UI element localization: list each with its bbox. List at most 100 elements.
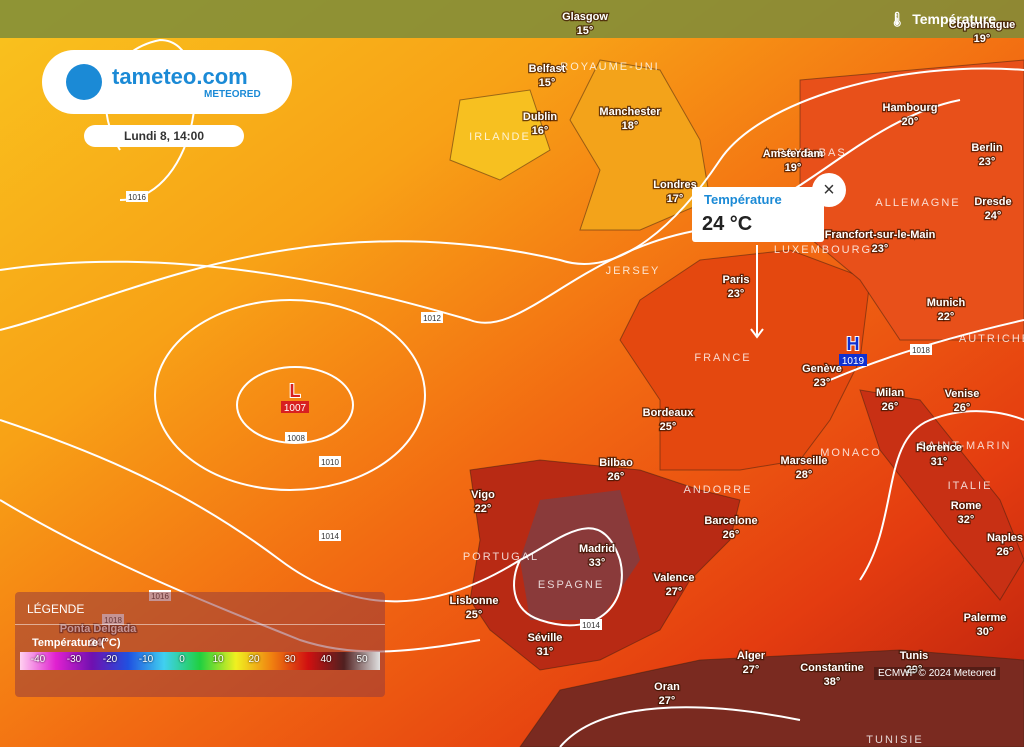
date-label: Lundi 8, 14:00 <box>84 125 244 147</box>
city-name: Hambourg <box>883 102 938 114</box>
city-temp: 28° <box>796 469 813 481</box>
pressure-box <box>839 354 867 366</box>
city-temp: 33° <box>589 557 606 569</box>
city-temp: 27° <box>666 586 683 598</box>
legend-tick: -30 <box>66 654 82 665</box>
city-name: Amsterdam <box>763 148 824 160</box>
city-name: Dublin <box>523 111 557 123</box>
country-name: AUTRICHE <box>959 333 1024 345</box>
top-bar <box>0 0 1024 38</box>
city-temp: 15° <box>577 25 594 37</box>
country-name: IRLANDE <box>469 131 531 143</box>
isobar-label-box <box>319 456 341 467</box>
city-name: Barcelone <box>704 515 757 527</box>
city-temp: 16° <box>532 125 549 137</box>
city-temp: 38° <box>824 676 841 688</box>
credit: ECMWF © 2024 Meteored <box>874 667 1000 680</box>
legend-tick: 50 <box>356 654 368 665</box>
city-temp: 26° <box>882 401 899 413</box>
city-name: Munich <box>927 297 966 309</box>
country-name: ESPAGNE <box>538 579 604 591</box>
city-temp: 27° <box>743 664 760 676</box>
city-name: Lisbonne <box>450 595 499 607</box>
city-temp: 27° <box>659 695 676 707</box>
pressure-value: 1019 <box>842 356 865 367</box>
legend-tick: -40 <box>30 654 46 665</box>
legend-tick: 10 <box>212 654 224 665</box>
city-temp: 17° <box>667 193 684 205</box>
city-name: Tunis <box>900 650 929 662</box>
legend-tick: -10 <box>138 654 154 665</box>
isobars <box>0 38 1024 747</box>
country-name: TUNISIE <box>866 734 923 746</box>
legend-tick: 20 <box>248 654 260 665</box>
country-name: JERSEY <box>606 265 661 277</box>
logo-icon <box>66 64 102 100</box>
logo-sub: METEORED <box>204 89 261 100</box>
popup-value: 24 °C <box>702 213 753 235</box>
city-temp: 19° <box>974 33 991 45</box>
city-temp: 26° <box>723 529 740 541</box>
city-temp: 31° <box>931 456 948 468</box>
city-temp: 18° <box>622 120 639 132</box>
city-temp: 22° <box>475 503 492 515</box>
country-name: SAINT-MARIN <box>919 440 1012 452</box>
city-name: Dresde <box>974 196 1011 208</box>
city-name: Alger <box>737 650 766 662</box>
country-name: FRANCE <box>694 352 751 364</box>
isobar-label-box <box>319 530 341 541</box>
country-name: PAYS-BAS <box>777 147 846 159</box>
city-temp: 26° <box>997 546 1014 558</box>
city-name: Constantine <box>800 662 864 674</box>
city-name: Manchester <box>599 106 661 118</box>
city-name: Berlin <box>971 142 1002 154</box>
city-name: Londres <box>653 179 696 191</box>
isobar-label-box <box>580 619 602 630</box>
city-name: Bordeaux <box>643 407 695 419</box>
legend-unit: Température (°C) <box>32 637 121 649</box>
layer-icon: 🌡 <box>888 11 907 27</box>
city-temp: 24° <box>985 210 1002 222</box>
close-button[interactable]: × <box>812 173 846 207</box>
isobar-label: 1018 <box>912 346 930 355</box>
isobar-label: 1010 <box>321 458 339 467</box>
isobar-label: 1008 <box>287 434 305 443</box>
legend-tick: 40 <box>320 654 332 665</box>
isobar-label-box <box>126 191 148 202</box>
city-name: Marseille <box>780 455 827 467</box>
city-name: Oran <box>654 681 680 693</box>
city-name: Florence <box>916 442 962 454</box>
legend-tick: 30 <box>284 654 296 665</box>
isobar-label-box <box>910 344 932 355</box>
popup-title: Température <box>704 192 782 207</box>
city-name: Rome <box>951 500 982 512</box>
legend-tick: -20 <box>102 654 118 665</box>
city-temp: 20° <box>902 116 919 128</box>
city-name: Paris <box>723 274 750 286</box>
city-temp: 22° <box>938 311 955 323</box>
city-temp: 23° <box>814 377 831 389</box>
city-temp: 23° <box>979 156 996 168</box>
country-name: ROYAUME-UNI <box>560 61 659 73</box>
city-temp: 30° <box>977 626 994 638</box>
country-name: MONACO <box>820 447 882 459</box>
isobar-label-box <box>421 312 443 323</box>
layer-button[interactable]: 🌡 Température <box>888 11 996 28</box>
pressure-type: L <box>290 381 301 401</box>
city-name: Madrid <box>579 543 615 555</box>
city-name: Belfast <box>529 63 566 75</box>
city-temp: 32° <box>958 514 975 526</box>
isobar-label: 1016 <box>128 193 146 202</box>
city-temp: 25° <box>660 421 677 433</box>
city-name: Palerme <box>964 612 1007 624</box>
country-name: ITALIE <box>948 480 993 492</box>
city-name: Vigo <box>471 489 495 501</box>
isobar-label: 1014 <box>321 532 339 541</box>
layer-name: Température <box>912 11 996 27</box>
popup: Température 24 °C <box>692 187 824 242</box>
pressure-value: 1007 <box>284 403 307 414</box>
country-name: PORTUGAL <box>463 551 539 563</box>
city-name: Naples <box>987 532 1023 544</box>
